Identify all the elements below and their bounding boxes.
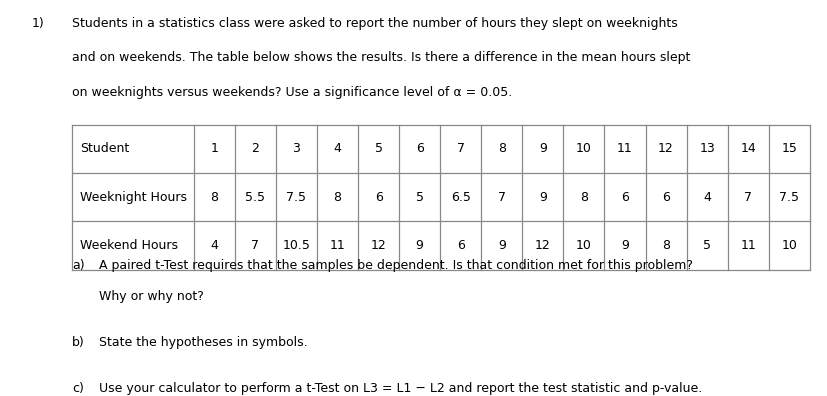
Text: 5.5: 5.5	[245, 191, 265, 204]
Text: b): b)	[72, 336, 84, 349]
Text: 5: 5	[374, 143, 382, 155]
Text: Student: Student	[80, 143, 129, 155]
Text: 7.5: 7.5	[286, 191, 306, 204]
Text: A paired t-Test requires that the samples be dependent. Is that condition met fo: A paired t-Test requires that the sample…	[99, 259, 692, 272]
Text: c): c)	[72, 382, 84, 395]
Text: 6: 6	[415, 143, 423, 155]
Text: a): a)	[72, 259, 84, 272]
Text: Students in a statistics class were asked to report the number of hours they sle: Students in a statistics class were aske…	[72, 17, 677, 30]
Text: 6: 6	[457, 239, 464, 252]
Text: 10: 10	[576, 239, 591, 252]
Text: 7: 7	[251, 239, 259, 252]
Text: 15: 15	[781, 143, 796, 155]
Text: 2: 2	[251, 143, 259, 155]
Text: State the hypotheses in symbols.: State the hypotheses in symbols.	[99, 336, 308, 349]
Text: 9: 9	[620, 239, 629, 252]
Text: 14: 14	[739, 143, 755, 155]
Text: 11: 11	[329, 239, 345, 252]
Text: 13: 13	[698, 143, 715, 155]
Text: 9: 9	[497, 239, 505, 252]
Text: 8: 8	[497, 143, 505, 155]
Text: Weeknight Hours: Weeknight Hours	[80, 191, 187, 204]
Text: 7: 7	[743, 191, 751, 204]
Text: 5: 5	[702, 239, 710, 252]
Text: 12: 12	[534, 239, 550, 252]
Text: 6: 6	[374, 191, 382, 204]
Text: 8: 8	[333, 191, 341, 204]
Text: 6.5: 6.5	[450, 191, 470, 204]
Text: 11: 11	[616, 143, 632, 155]
Text: 7.5: 7.5	[778, 191, 798, 204]
Text: 12: 12	[370, 239, 386, 252]
Text: Why or why not?: Why or why not?	[99, 290, 204, 303]
Text: 3: 3	[292, 143, 300, 155]
Text: 4: 4	[702, 191, 710, 204]
Text: 4: 4	[210, 239, 218, 252]
Text: 10: 10	[576, 143, 591, 155]
Text: 10.5: 10.5	[282, 239, 310, 252]
Text: 9: 9	[415, 239, 423, 252]
Text: on weeknights versus weekends? Use a significance level of α = 0.05.: on weeknights versus weekends? Use a sig…	[72, 86, 512, 99]
Text: 9: 9	[538, 143, 546, 155]
Text: 6: 6	[620, 191, 629, 204]
Text: 12: 12	[657, 143, 673, 155]
Text: 6: 6	[662, 191, 669, 204]
Text: and on weekends. The table below shows the results. Is there a difference in the: and on weekends. The table below shows t…	[72, 51, 690, 64]
Text: 1): 1)	[31, 17, 44, 30]
Text: 8: 8	[662, 239, 669, 252]
Text: 7: 7	[497, 191, 505, 204]
Text: 7: 7	[457, 143, 464, 155]
Text: 9: 9	[538, 191, 546, 204]
Text: 8: 8	[579, 191, 587, 204]
Text: 8: 8	[210, 191, 218, 204]
Text: 5: 5	[415, 191, 423, 204]
Text: Use your calculator to perform a t-Test on L3 = L1 − L2 and report the test stat: Use your calculator to perform a t-Test …	[99, 382, 702, 395]
Text: Weekend Hours: Weekend Hours	[80, 239, 178, 252]
Text: 11: 11	[739, 239, 755, 252]
Text: 4: 4	[333, 143, 341, 155]
Text: 1: 1	[210, 143, 218, 155]
Text: 10: 10	[781, 239, 796, 252]
